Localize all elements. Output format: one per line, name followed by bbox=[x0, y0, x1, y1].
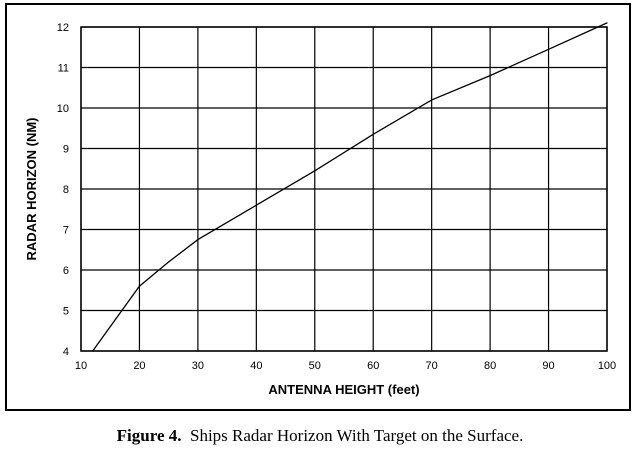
data-point bbox=[138, 285, 141, 287]
x-tick-label: 20 bbox=[133, 360, 145, 372]
y-tick-label: 10 bbox=[57, 103, 69, 115]
figure-frame bbox=[5, 3, 631, 411]
figure-caption: Figure 4. Ships Radar Horizon With Targe… bbox=[0, 426, 640, 446]
x-tick-label: 100 bbox=[598, 360, 616, 372]
x-axis-title: ANTENNA HEIGHT (feet) bbox=[268, 382, 419, 397]
x-tick-label: 60 bbox=[367, 360, 379, 372]
figure-caption-text: Ships Radar Horizon With Target on the S… bbox=[190, 426, 524, 445]
x-tick-label: 90 bbox=[542, 360, 554, 372]
y-tick-label: 7 bbox=[63, 225, 69, 237]
series-line-radar-horizon bbox=[92, 22, 608, 352]
y-axis-title: RADAR HORIZON (NM) bbox=[24, 118, 39, 261]
data-point bbox=[197, 239, 199, 241]
grid bbox=[80, 26, 608, 352]
data-point bbox=[606, 22, 608, 24]
data-point bbox=[431, 99, 433, 101]
x-tick-label: 40 bbox=[250, 360, 262, 372]
tick-labels: 10 20 30 40 50 60 70 80 90 100 4 5 6 7 8 9 10 11 12 bbox=[57, 22, 616, 372]
y-tick-label: 6 bbox=[63, 265, 69, 277]
y-tick-label: 9 bbox=[63, 144, 69, 156]
x-tick-label: 50 bbox=[309, 360, 321, 372]
data-point bbox=[372, 133, 374, 135]
x-tick-label: 80 bbox=[484, 360, 496, 372]
y-tick-label: 8 bbox=[63, 184, 69, 196]
y-tick-label: 4 bbox=[63, 346, 69, 358]
x-tick-label: 70 bbox=[426, 360, 438, 372]
y-tick-label: 5 bbox=[63, 306, 69, 318]
data-point bbox=[489, 75, 491, 77]
x-tick-label: 30 bbox=[192, 360, 204, 372]
x-tick-label: 10 bbox=[75, 360, 87, 372]
data-point bbox=[547, 48, 550, 50]
data-point bbox=[255, 204, 257, 206]
data-point bbox=[92, 350, 94, 352]
y-tick-label: 12 bbox=[57, 22, 69, 34]
data-point bbox=[314, 170, 316, 172]
y-tick-label: 11 bbox=[58, 63, 69, 75]
figure-label: Figure 4. bbox=[116, 426, 182, 445]
data-point bbox=[168, 261, 170, 263]
data-points bbox=[92, 22, 608, 352]
radar-horizon-chart: 10 20 30 40 50 60 70 80 90 100 4 5 6 7 8 9 10 11 12 ANTENN… bbox=[24, 22, 616, 397]
